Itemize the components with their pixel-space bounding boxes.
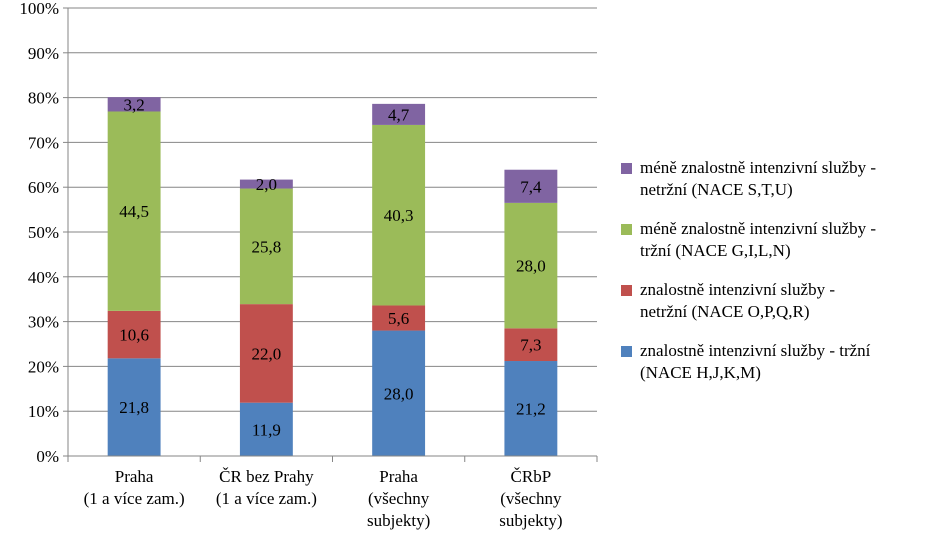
y-tick-label: 90% bbox=[28, 44, 59, 63]
legend-label: znalostně intenzivní služby - bbox=[640, 280, 835, 299]
x-tick-label: ČRbP bbox=[511, 467, 552, 486]
legend-swatch bbox=[621, 285, 632, 296]
y-tick-label: 100% bbox=[19, 0, 59, 18]
data-label: 5,6 bbox=[388, 309, 409, 328]
x-tick-label: Praha bbox=[379, 467, 418, 486]
bar-segment bbox=[239, 304, 293, 403]
bars: 21,8 10,6 44,5 3,2 11,9 22,0 25,8 2,0 28,0 5,6 40,… bbox=[107, 95, 558, 456]
bar-segment bbox=[504, 202, 558, 329]
data-label: 7,4 bbox=[520, 177, 542, 196]
data-label: 3,2 bbox=[124, 95, 145, 114]
data-label: 10,6 bbox=[119, 326, 149, 345]
bar-segment bbox=[239, 179, 293, 189]
y-tick-label: 50% bbox=[28, 223, 59, 242]
bar-segment bbox=[239, 188, 293, 305]
y-tick-label: 80% bbox=[28, 89, 59, 108]
bar-segment bbox=[504, 361, 558, 456]
data-label: 28,0 bbox=[384, 384, 414, 403]
legend-label: netržní (NACE S,T,U) bbox=[640, 180, 793, 199]
legend-label: méně znalostně intenzivní služby - bbox=[640, 158, 876, 177]
data-label: 22,0 bbox=[252, 344, 282, 363]
legend-label: tržní (NACE G,I,L,N) bbox=[640, 241, 791, 260]
data-label: 25,8 bbox=[252, 237, 282, 256]
legend-swatch bbox=[621, 163, 632, 174]
data-label: 4,7 bbox=[388, 105, 410, 124]
y-tick-label: 0% bbox=[36, 447, 59, 466]
y-tick-label: 20% bbox=[28, 357, 59, 376]
x-tick-label: subjekty) bbox=[499, 511, 562, 530]
y-tick-label: 10% bbox=[28, 402, 59, 421]
data-label: 21,2 bbox=[516, 400, 546, 419]
axes bbox=[63, 7, 598, 462]
bar-segment bbox=[372, 305, 426, 331]
x-tick-label: (1 a více zam.) bbox=[216, 489, 317, 508]
data-label: 44,5 bbox=[119, 202, 149, 221]
bar-segment bbox=[107, 358, 161, 456]
x-tick-label: subjekty) bbox=[367, 511, 430, 530]
y-tick-label: 40% bbox=[28, 268, 59, 287]
x-tick-label: (1 a více zam.) bbox=[84, 489, 185, 508]
y-tick-label: 70% bbox=[28, 133, 59, 152]
legend: méně znalostně intenzivní služby - netržn… bbox=[621, 158, 876, 382]
x-tick-label: ČR bez Prahy bbox=[219, 467, 314, 486]
data-label: 40,3 bbox=[384, 206, 414, 225]
data-label: 11,9 bbox=[252, 420, 281, 439]
legend-swatch bbox=[621, 224, 632, 235]
bar-segment bbox=[239, 402, 293, 456]
legend-label: méně znalostně intenzivní služby - bbox=[640, 219, 876, 238]
legend-label: (NACE H,J,K,M) bbox=[640, 363, 761, 382]
x-tick-label: Praha bbox=[115, 467, 154, 486]
legend-swatch bbox=[621, 346, 632, 357]
y-tick-label: 30% bbox=[28, 313, 59, 332]
bar-segment bbox=[372, 330, 426, 456]
x-axis-labels: Praha (1 a více zam.) ČR bez Prahy (1 a víc… bbox=[84, 467, 563, 530]
data-label: 2,0 bbox=[256, 175, 277, 194]
bar-segment bbox=[107, 111, 161, 311]
bar-segment bbox=[107, 310, 161, 359]
bar-segment bbox=[372, 124, 426, 306]
bar-segment bbox=[107, 97, 161, 112]
x-tick-label: (všechny bbox=[368, 489, 430, 508]
bar-segment bbox=[504, 169, 558, 203]
data-label: 7,3 bbox=[520, 336, 541, 355]
bar-segment bbox=[372, 103, 426, 125]
legend-label: znalostně intenzivní služby - tržní bbox=[640, 341, 871, 360]
y-tick-label: 60% bbox=[28, 178, 59, 197]
data-label: 21,8 bbox=[119, 398, 149, 417]
data-label: 28,0 bbox=[516, 257, 546, 276]
y-axis-ticks: 0% 10% 20% 30% 40% 50% 60% 70% 80% 90% 100% bbox=[19, 0, 59, 466]
bar-segment bbox=[504, 328, 558, 362]
x-tick-label: (všechny bbox=[500, 489, 562, 508]
legend-label: netržní (NACE O,P,Q,R) bbox=[640, 302, 810, 321]
